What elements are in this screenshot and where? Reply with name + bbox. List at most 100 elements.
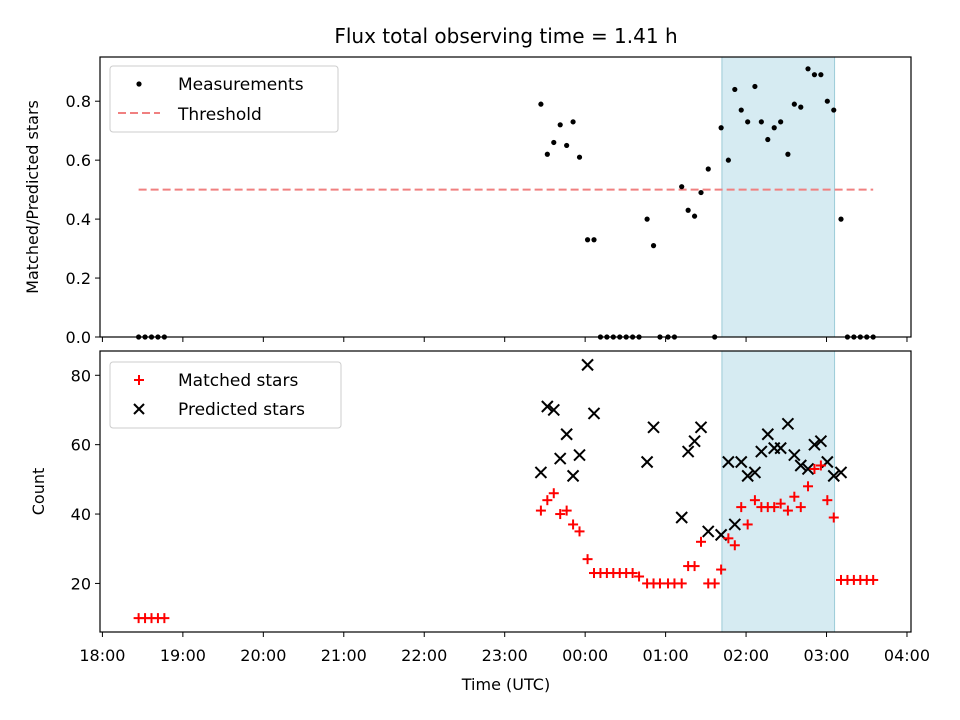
legend-predicted-label: Predicted stars: [178, 400, 305, 420]
matched-star-point: [582, 554, 593, 565]
top-ytick-label: 0.4: [66, 210, 91, 229]
matched-star-point: [555, 509, 566, 520]
measurement-point: [691, 213, 698, 219]
bottom-panel: 20 40 60 80 18:00 19:00 20:00 21:00 22:00 23:00 0…: [29, 350, 930, 694]
bottom-ytick-label: 80: [71, 366, 91, 385]
predicted-star-point: [681, 445, 695, 458]
predicted-star-point: [788, 448, 801, 462]
matched-star-point: [769, 502, 780, 513]
top-legend: Measurements Threshold: [109, 65, 339, 133]
top-y-axis-label: Matched/Predicted stars: [23, 100, 42, 294]
measurement-point: [557, 122, 563, 128]
bottom-ytick-label: 60: [71, 436, 91, 455]
predicted-star-point: [554, 452, 567, 465]
xtick-label: 20:00: [240, 646, 286, 665]
matched-star-point: [696, 536, 707, 547]
measurement-point: [584, 237, 591, 243]
predicted-star-point: [573, 448, 586, 462]
top-ytick-label: 0.8: [66, 92, 91, 111]
measurement-point: [685, 207, 691, 213]
predicted-star-point: [541, 400, 554, 413]
matched-star-point: [568, 519, 579, 530]
measurement-point: [745, 119, 751, 125]
matched-star-point: [782, 505, 793, 516]
predicted-star-point: [675, 511, 688, 524]
measurement-point: [771, 125, 777, 131]
matched-star-point: [729, 540, 740, 551]
predicted-star-point: [781, 417, 795, 431]
measurement-point: [811, 72, 818, 78]
legend-matched-label: Matched stars: [178, 371, 298, 391]
top-x-ticks: [101, 337, 908, 342]
measurement-point: [591, 237, 597, 243]
xtick-label: 01:00: [643, 646, 689, 665]
measurement-point: [718, 125, 724, 131]
xtick-label: 03:00: [803, 646, 849, 665]
bottom-x-ticks: 18:00 19:00 20:00 21:00 22:00 23:00 00:00 01:00…: [79, 632, 930, 665]
xtick-label: 22:00: [401, 646, 447, 665]
matched-star-point: [723, 533, 734, 544]
predicted-star-point: [534, 466, 548, 479]
matched-star-point: [822, 495, 833, 506]
bottom-shaded-span: [721, 350, 836, 633]
measurement-point: [705, 166, 711, 172]
bottom-legend-box: [109, 361, 342, 429]
xtick-label: 23:00: [482, 646, 528, 665]
top-ytick-label: 0.6: [66, 151, 91, 170]
matched-star-point: [736, 502, 747, 513]
predicted-star-point: [735, 455, 748, 469]
bottom-y-axis-label: Count: [29, 468, 48, 516]
bottom-axes-frame: [99, 350, 912, 633]
measurement-point: [818, 72, 824, 78]
measurement-point: [752, 83, 758, 90]
top-shaded-span: [721, 56, 836, 338]
measurement-point: [570, 119, 576, 125]
predicted-star-point: [547, 403, 560, 417]
xtick-label: 18:00: [79, 646, 125, 665]
predicted-star-point: [581, 358, 594, 372]
measurement-point: [538, 101, 544, 107]
matched-star-point: [815, 460, 826, 471]
predicted-star-point: [688, 434, 701, 448]
measurement-point: [725, 157, 731, 163]
measurement-point: [824, 98, 830, 104]
measurement-point: [650, 243, 657, 249]
predicted-star-point: [748, 466, 762, 479]
top-y-ticks: 0.0 0.2 0.4 0.6 0.8: [66, 92, 100, 347]
legend-matched-marker: [134, 375, 144, 385]
matched-star-point: [716, 564, 727, 575]
predicted-star-point: [808, 438, 821, 451]
legend-measurements-marker: [136, 81, 142, 87]
matched-star-point: [535, 505, 546, 516]
predicted-star-point: [587, 407, 601, 420]
matched-star-point: [676, 578, 687, 589]
top-ytick-label: 0.0: [66, 328, 91, 347]
matched-star-point: [542, 495, 553, 506]
predicted-star-point: [834, 466, 848, 479]
matched-star-point: [795, 502, 806, 513]
matched-star-point: [574, 526, 585, 537]
predicted-star-point: [761, 428, 774, 441]
matched-star-point: [159, 613, 170, 624]
predicted-star-point: [741, 469, 754, 483]
bottom-ytick-label: 40: [71, 505, 91, 524]
top-ytick-label: 0.2: [66, 269, 91, 288]
xtick-label: 02:00: [723, 646, 769, 665]
matched-star-point: [561, 505, 572, 516]
predicted-star-point: [755, 445, 768, 458]
matched-star-point: [809, 463, 820, 474]
measurement-point: [551, 139, 557, 146]
predicted-star-point: [566, 469, 580, 483]
predicted-star-point: [640, 455, 654, 469]
measurements-series: [136, 66, 876, 340]
predicted-star-point: [794, 459, 807, 472]
measurement-point: [785, 151, 791, 157]
measurement-point: [679, 184, 685, 190]
measurement-point: [576, 154, 583, 160]
measurement-point: [765, 136, 771, 143]
measurement-point: [758, 119, 764, 125]
predicted-stars-series: [534, 358, 848, 542]
measurement-point: [644, 216, 650, 222]
matched-star-point: [828, 512, 839, 523]
